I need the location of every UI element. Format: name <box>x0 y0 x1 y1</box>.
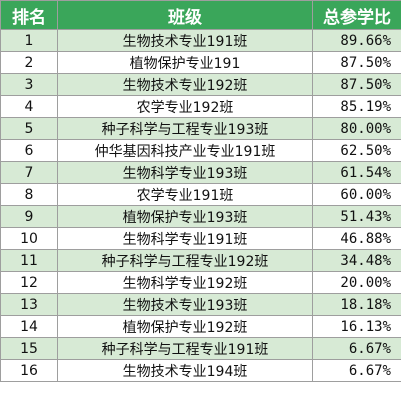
rate-cell: 20.00% <box>312 271 401 294</box>
table-row: 4 农学专业192班 85.19% <box>0 95 401 118</box>
rate-cell: 62.50% <box>312 139 401 162</box>
rank-cell: 14 <box>0 315 58 338</box>
class-cell: 种子科学与工程专业191班 <box>57 337 313 360</box>
rate-cell: 46.88% <box>312 227 401 250</box>
rate-cell: 89.66% <box>312 29 401 52</box>
rank-cell: 9 <box>0 205 58 228</box>
class-cell: 生物技术专业191班 <box>57 29 313 52</box>
table-row: 5 种子科学与工程专业193班 80.00% <box>0 117 401 140</box>
rate-cell: 16.13% <box>312 315 401 338</box>
rank-cell: 12 <box>0 271 58 294</box>
header-rank: 排名 <box>0 0 58 30</box>
rate-cell: 80.00% <box>312 117 401 140</box>
rate-cell: 6.67% <box>312 359 401 382</box>
table-row: 7 生物科学专业193班 61.54% <box>0 161 401 184</box>
table-row: 16 生物技术专业194班 6.67% <box>0 359 401 382</box>
table-row: 2 植物保护专业191 87.50% <box>0 51 401 74</box>
rate-cell: 87.50% <box>312 73 401 96</box>
table-row: 8 农学专业191班 60.00% <box>0 183 401 206</box>
rank-cell: 3 <box>0 73 58 96</box>
rank-cell: 10 <box>0 227 58 250</box>
class-cell: 植物保护专业191 <box>57 51 313 74</box>
rate-cell: 85.19% <box>312 95 401 118</box>
rank-cell: 5 <box>0 117 58 140</box>
header-class: 班级 <box>57 0 313 30</box>
class-cell: 植物保护专业193班 <box>57 205 313 228</box>
header-row: 排名 班级 总参学比 <box>0 0 401 30</box>
table-row: 11 种子科学与工程专业192班 34.48% <box>0 249 401 272</box>
rank-cell: 2 <box>0 51 58 74</box>
table-row: 12 生物科学专业192班 20.00% <box>0 271 401 294</box>
table-row: 14 植物保护专业192班 16.13% <box>0 315 401 338</box>
rate-cell: 34.48% <box>312 249 401 272</box>
table-row: 9 植物保护专业193班 51.43% <box>0 205 401 228</box>
rate-cell: 60.00% <box>312 183 401 206</box>
table-row: 6 仲华基因科技产业专业191班 62.50% <box>0 139 401 162</box>
rank-cell: 4 <box>0 95 58 118</box>
rate-cell: 51.43% <box>312 205 401 228</box>
class-cell: 生物技术专业193班 <box>57 293 313 316</box>
rank-cell: 8 <box>0 183 58 206</box>
class-cell: 植物保护专业192班 <box>57 315 313 338</box>
rate-cell: 87.50% <box>312 51 401 74</box>
table-row: 3 生物技术专业192班 87.50% <box>0 73 401 96</box>
header-rate: 总参学比 <box>312 0 401 30</box>
rank-cell: 1 <box>0 29 58 52</box>
class-cell: 种子科学与工程专业192班 <box>57 249 313 272</box>
class-cell: 生物科学专业193班 <box>57 161 313 184</box>
class-cell: 生物科学专业191班 <box>57 227 313 250</box>
rate-cell: 18.18% <box>312 293 401 316</box>
ranking-table: 排名 班级 总参学比 1 生物技术专业191班 89.66% 2 植物保护专业1… <box>0 0 401 382</box>
class-cell: 种子科学与工程专业193班 <box>57 117 313 140</box>
rate-cell: 6.67% <box>312 337 401 360</box>
class-cell: 仲华基因科技产业专业191班 <box>57 139 313 162</box>
rank-cell: 7 <box>0 161 58 184</box>
rank-cell: 11 <box>0 249 58 272</box>
class-cell: 农学专业191班 <box>57 183 313 206</box>
rank-cell: 15 <box>0 337 58 360</box>
rank-cell: 16 <box>0 359 58 382</box>
class-cell: 农学专业192班 <box>57 95 313 118</box>
rate-cell: 61.54% <box>312 161 401 184</box>
rank-cell: 6 <box>0 139 58 162</box>
table-row: 10 生物科学专业191班 46.88% <box>0 227 401 250</box>
class-cell: 生物科学专业192班 <box>57 271 313 294</box>
table-row: 15 种子科学与工程专业191班 6.67% <box>0 337 401 360</box>
table-row: 13 生物技术专业193班 18.18% <box>0 293 401 316</box>
table-row: 1 生物技术专业191班 89.66% <box>0 29 401 52</box>
class-cell: 生物技术专业192班 <box>57 73 313 96</box>
class-cell: 生物技术专业194班 <box>57 359 313 382</box>
rank-cell: 13 <box>0 293 58 316</box>
